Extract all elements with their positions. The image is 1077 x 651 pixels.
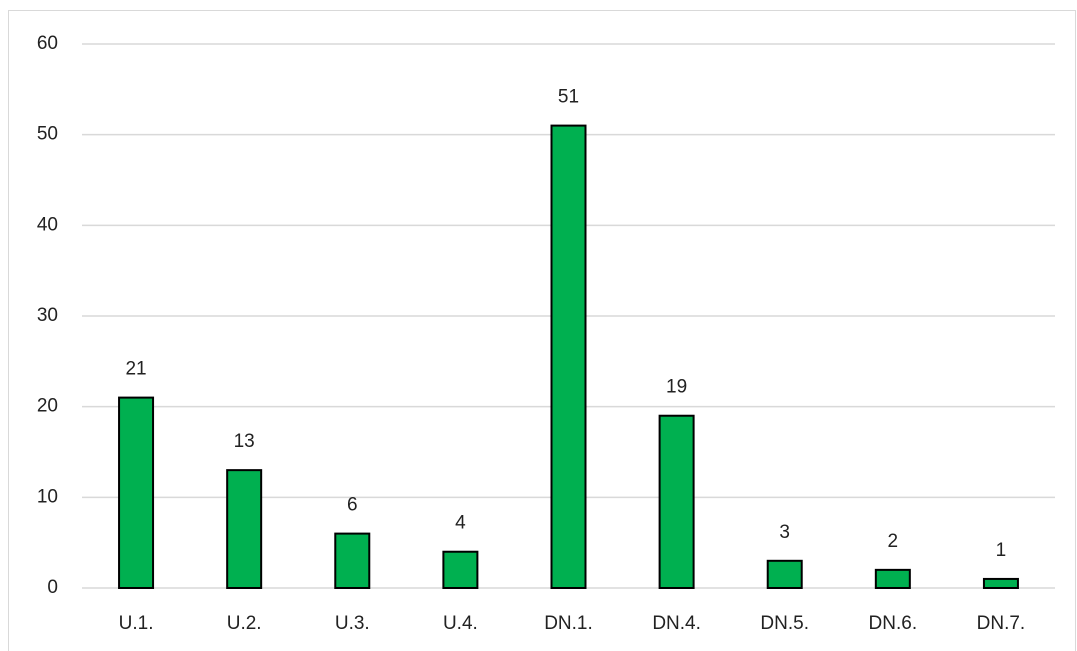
data-label: 4 <box>455 513 466 534</box>
data-label: 51 <box>558 87 579 108</box>
x-tick-label: U.1. <box>119 613 154 634</box>
data-label: 21 <box>125 359 146 380</box>
x-tick-label: DN.6. <box>869 613 918 634</box>
x-tick-label: DN.5. <box>760 613 809 634</box>
data-label: 19 <box>666 377 687 398</box>
bar <box>766 559 803 589</box>
y-tick-label: 40 <box>37 214 58 235</box>
x-tick-label: U.3. <box>335 613 370 634</box>
bar <box>982 577 1019 590</box>
y-tick-label: 50 <box>37 124 58 145</box>
data-label: 2 <box>888 531 899 552</box>
y-tick-label: 30 <box>37 305 58 326</box>
y-tick-label: 0 <box>47 577 58 598</box>
x-tick-label: DN.4. <box>652 613 701 634</box>
chart-border <box>8 10 1076 651</box>
bar <box>118 396 155 589</box>
bar <box>442 550 479 590</box>
x-tick-label: DN.1. <box>544 613 593 634</box>
data-label: 1 <box>996 540 1007 561</box>
bar <box>874 568 911 589</box>
bar <box>226 469 263 589</box>
bar <box>334 532 371 589</box>
data-label: 6 <box>347 495 358 516</box>
bar <box>658 414 695 589</box>
y-tick-label: 60 <box>37 33 58 54</box>
x-tick-label: DN.7. <box>977 613 1026 634</box>
bar <box>550 124 587 589</box>
y-tick-label: 10 <box>37 486 58 507</box>
x-tick-label: U.2. <box>227 613 262 634</box>
data-label: 3 <box>779 522 790 543</box>
x-tick-label: U.4. <box>443 613 478 634</box>
y-tick-label: 20 <box>37 396 58 417</box>
data-label: 13 <box>234 431 255 452</box>
